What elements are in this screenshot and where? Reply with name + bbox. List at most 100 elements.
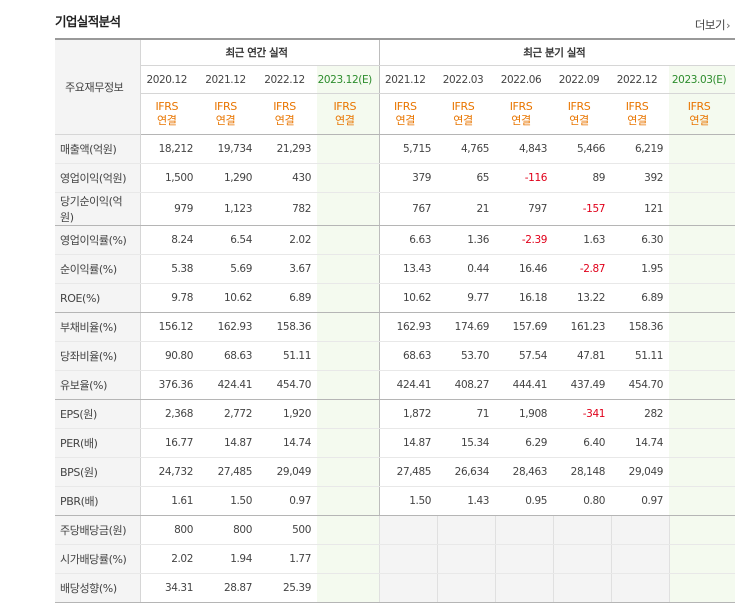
- table-cell: 162.93: [378, 312, 438, 342]
- table-cell: 5.38: [140, 254, 199, 284]
- table-cell: 430: [258, 163, 317, 193]
- section-title: 기업실적분석: [55, 14, 121, 29]
- table-cell: [436, 544, 496, 574]
- table-cell: 408.27: [437, 370, 496, 400]
- row-label: 순이익률(%): [55, 254, 141, 284]
- row-label: 주당배당금(원): [55, 515, 141, 545]
- table-row: 영업이익(억원) 1,500 1,290 430 379 65 -116 89 392: [55, 163, 736, 193]
- row-label: PER(배): [55, 428, 141, 458]
- table-cell: 1,920: [258, 399, 317, 429]
- table-cell: 18,212: [140, 134, 199, 164]
- table-cell: 437.49: [553, 370, 612, 400]
- table-cell: [494, 544, 554, 574]
- table-cell: [317, 134, 380, 164]
- more-link[interactable]: 더보기›: [695, 17, 731, 33]
- table-cell: [552, 573, 612, 603]
- row-label: EPS(원): [55, 399, 141, 429]
- table-cell: [317, 225, 380, 255]
- table-cell: 10.62: [378, 283, 438, 313]
- table-cell: 156.12: [140, 312, 199, 342]
- table-cell: 6.89: [258, 283, 317, 313]
- table-row: 유보율(%) 376.36 424.41 454.70 424.41 408.27 444.…: [55, 370, 736, 400]
- table-cell: 19,734: [199, 134, 258, 164]
- row-label: 영업이익(억원): [55, 163, 141, 193]
- table-cell: 1.95: [611, 254, 670, 284]
- table-cell: -341: [553, 399, 612, 429]
- table-cell: 13.43: [378, 254, 438, 284]
- row-label: 매출액(억원): [55, 134, 141, 164]
- table-cell: 454.70: [611, 370, 670, 400]
- table-cell: [317, 486, 380, 516]
- row-label: 당기순이익(억원): [55, 192, 141, 226]
- table-cell: 0.95: [495, 486, 554, 516]
- table-cell: [669, 283, 736, 313]
- table-cell: 28.87: [199, 573, 258, 603]
- table-cell: 1.77: [258, 544, 317, 574]
- ifrs-consolidation: 연결: [274, 114, 295, 127]
- table-cell: 2,772: [199, 399, 258, 429]
- table-cell: [317, 312, 380, 342]
- table-cell: 5.69: [199, 254, 258, 284]
- financial-table: 주요재무정보 최근 연간 실적 최근 분기 실적 2020.12 2021.12 2…: [55, 38, 736, 603]
- table-cell: 9.77: [437, 283, 496, 313]
- table-cell: 1.50: [378, 486, 438, 516]
- table-cell: 21,293: [258, 134, 317, 164]
- table-cell: 379: [378, 163, 438, 193]
- table-cell: 28,148: [553, 457, 612, 487]
- table-row: BPS(원) 24,732 27,485 29,049 27,485 26,634 28,4…: [55, 457, 736, 487]
- table-cell: 454.70: [258, 370, 317, 400]
- table-cell: 47.81: [553, 341, 612, 371]
- table-cell: 1,290: [199, 163, 258, 193]
- ifrs-standard: IFRS: [625, 100, 649, 113]
- table-cell: 57.54: [495, 341, 554, 371]
- table-cell: [317, 428, 380, 458]
- table-cell: [669, 428, 736, 458]
- table-row: ROE(%) 9.78 10.62 6.89 10.62 9.77 16.18 13.22 6.…: [55, 283, 736, 313]
- table-cell: [669, 225, 736, 255]
- table-cell: [317, 254, 380, 284]
- table-cell: 27,485: [199, 457, 258, 487]
- ifrs-label: IFRS 연결: [140, 93, 199, 135]
- table-cell: 6.54: [199, 225, 258, 255]
- table-cell: 121: [611, 192, 670, 226]
- table-cell: -2.87: [553, 254, 612, 284]
- table-cell: [610, 573, 670, 603]
- table-cell: 68.63: [378, 341, 438, 371]
- row-label: 유보율(%): [55, 370, 141, 400]
- table-cell: [669, 486, 736, 516]
- table-cell: 14.87: [199, 428, 258, 458]
- table-cell: 800: [140, 515, 199, 545]
- table-cell: 71: [437, 399, 496, 429]
- table-cell: [669, 163, 736, 193]
- table-cell: 90.80: [140, 341, 199, 371]
- ifrs-label: IFRS 연결: [317, 93, 380, 135]
- table-cell: 2.02: [140, 544, 199, 574]
- table-cell: -116: [495, 163, 554, 193]
- table-row: 부채비율(%) 156.12 162.93 158.36 162.93 174.69 157…: [55, 312, 736, 342]
- table-row: 시가배당률(%) 2.02 1.94 1.77: [55, 544, 736, 574]
- table-cell: 5,466: [553, 134, 612, 164]
- table-cell: [669, 341, 736, 371]
- table-cell: 282: [611, 399, 670, 429]
- row-label: 부채비율(%): [55, 312, 141, 342]
- table-cell: 979: [140, 192, 199, 226]
- table-cell: 161.23: [553, 312, 612, 342]
- table-cell: [494, 515, 554, 545]
- row-label: ROE(%): [55, 283, 141, 313]
- ifrs-label: IFRS 연결: [378, 93, 438, 135]
- table-cell: 65: [437, 163, 496, 193]
- group-quarterly: 최근 분기 실적: [378, 38, 736, 66]
- table-cell: 3.67: [258, 254, 317, 284]
- table-row: 매출액(억원) 18,212 19,734 21,293 5,715 4,765 4,843…: [55, 134, 736, 164]
- table-cell: [610, 544, 670, 574]
- table-cell: 158.36: [258, 312, 317, 342]
- table-cell: [669, 134, 736, 164]
- table-cell: 6.63: [378, 225, 438, 255]
- ifrs-consolidation: 연결: [335, 114, 355, 127]
- table-cell: [317, 192, 380, 226]
- table-cell: [669, 254, 736, 284]
- table-cell: [669, 457, 736, 487]
- table-cell: [669, 192, 736, 226]
- table-cell: 16.18: [495, 283, 554, 313]
